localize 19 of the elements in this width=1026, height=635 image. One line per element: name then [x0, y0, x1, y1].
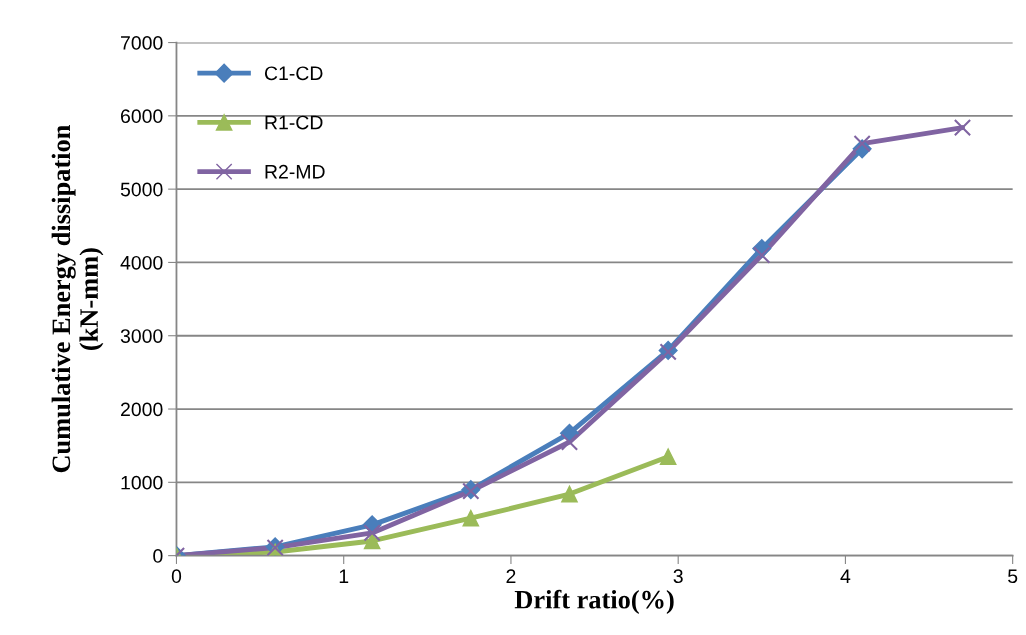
- y-tick-label: 2000: [121, 402, 163, 417]
- x-tick-label: 1: [339, 569, 349, 583]
- x-axis-title: Drift ratio(%): [514, 589, 674, 614]
- y-tick-label: 7000: [121, 36, 163, 50]
- y-axis-title: Cumulative Energy dissipation (kN-mm): [51, 124, 104, 473]
- y-tick-label: 4000: [120, 255, 163, 270]
- x-tick-label: 3: [673, 569, 683, 584]
- legend-label: R1-CD: [265, 115, 323, 130]
- y-tick-label: 6000: [121, 109, 163, 124]
- x-tick-label: 0: [171, 569, 182, 584]
- legend-label: C1-CD: [264, 66, 323, 81]
- y-tick-label: 1000: [121, 475, 163, 490]
- legend-label: R2-MD: [265, 164, 325, 179]
- y-tick-label: 0: [153, 549, 163, 563]
- y-tick-label: 3000: [120, 329, 163, 343]
- x-tick-label: 5: [1008, 569, 1018, 584]
- x-tick-label: 2: [506, 569, 516, 583]
- y-tick-label: 5000: [120, 182, 163, 197]
- x-tick-label: 4: [840, 569, 851, 583]
